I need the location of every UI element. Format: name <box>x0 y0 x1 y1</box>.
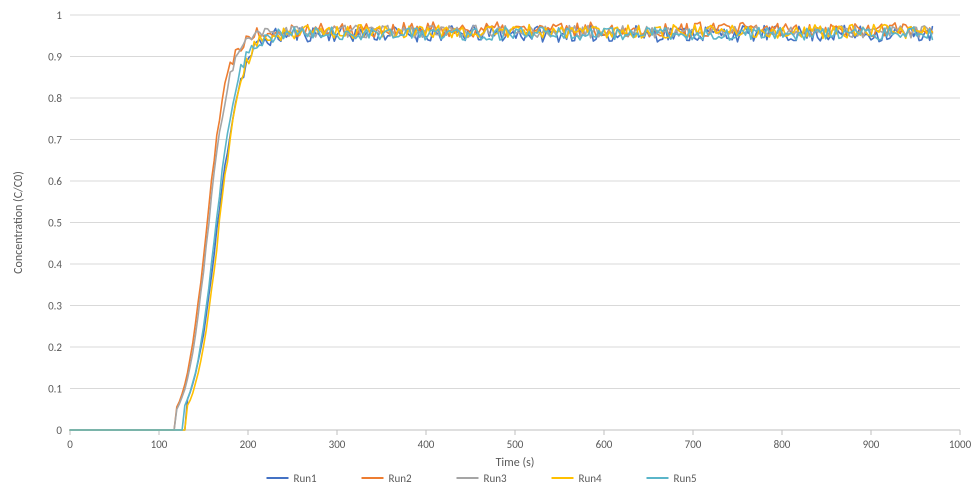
y-tick-label: 0.8 <box>48 92 62 105</box>
legend-label-run5: Run5 <box>674 472 697 485</box>
x-tick-label: 300 <box>329 438 346 451</box>
legend-label-run3: Run3 <box>484 472 508 485</box>
y-tick-label: 0.7 <box>48 134 62 147</box>
y-tick-label: 0.1 <box>48 383 62 396</box>
x-tick-label: 600 <box>596 438 613 451</box>
y-axis-label: Concentration (C/C0) <box>12 171 26 274</box>
y-tick-label: 0.5 <box>48 217 62 230</box>
x-tick-label: 700 <box>685 438 702 451</box>
y-tick-label: 0.9 <box>48 51 62 64</box>
x-tick-label: 200 <box>240 438 257 451</box>
legend-label-run2: Run2 <box>389 472 413 485</box>
legend-label-run4: Run4 <box>579 472 603 485</box>
breakthrough-chart: 0 0.1 0.2 0.3 0.4 0.5 0.6 0.7 0.8 0.9 1 0 100 200 300 4… <box>0 0 978 502</box>
y-tick-label: 0.4 <box>48 258 62 271</box>
y-tick-label: 0.6 <box>48 175 62 188</box>
x-tick-label: 400 <box>418 438 435 451</box>
x-tick-label: 1000 <box>949 438 972 451</box>
y-tick-label: 0.3 <box>48 300 62 313</box>
x-tick-label: 900 <box>863 438 880 451</box>
x-tick-label: 0 <box>67 438 73 451</box>
x-axis-label: Time (s) <box>496 456 535 470</box>
y-tick-label: 0 <box>56 424 62 437</box>
x-tick-label: 800 <box>774 438 791 451</box>
y-tick-label: 1 <box>56 9 62 22</box>
legend-label-run1: Run1 <box>294 472 318 485</box>
chart-svg: 0 0.1 0.2 0.3 0.4 0.5 0.6 0.7 0.8 0.9 1 0 100 200 300 4… <box>0 0 978 502</box>
x-tick-label: 100 <box>151 438 168 451</box>
y-tick-label: 0.2 <box>48 341 62 354</box>
x-tick-label: 500 <box>507 438 524 451</box>
chart-background <box>0 0 978 502</box>
